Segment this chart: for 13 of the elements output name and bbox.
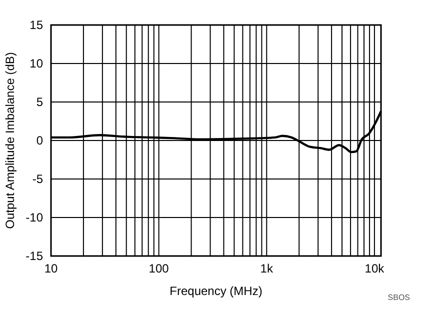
y-tick-label: 5 (36, 94, 44, 109)
y-tick-label: -5 (32, 172, 44, 186)
y-tick-label: 10 (30, 56, 44, 70)
y-tick-label: -10 (26, 210, 44, 224)
y-tick-label: 15 (30, 18, 44, 32)
x-tick-label: 1k (260, 262, 274, 276)
text: SBOS (388, 293, 410, 302)
x-axis-title: Frequency (MHz) (170, 284, 262, 298)
y-tick-label: -15 (26, 248, 44, 263)
x-tick-label: 10k (364, 262, 386, 276)
y-tick-label: 0 (36, 133, 44, 148)
x-tick-label: 100 (148, 262, 170, 276)
y-axis-title: Output Amplitude Imbalance (dB) (3, 52, 17, 229)
